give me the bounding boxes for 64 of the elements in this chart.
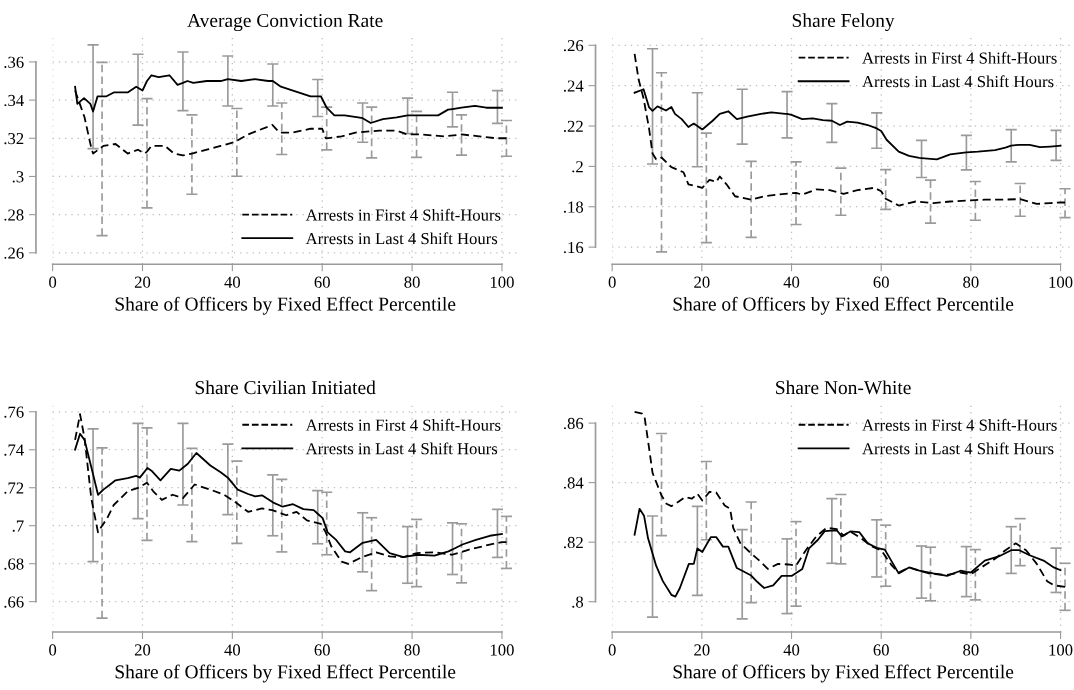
x-tick-label: 20 [694, 644, 710, 656]
y-tick-label: .8 [572, 596, 584, 608]
y-tick-label: .18 [563, 201, 584, 213]
y-tick-label: .36 [4, 56, 24, 68]
legend-label: Arrests in First 4 Shift-Hours [305, 208, 501, 221]
x-tick-label: 20 [134, 644, 151, 656]
chart-title: Share Felony [792, 13, 895, 32]
line-series [633, 53, 1066, 207]
x-tick-label: 60 [314, 276, 330, 288]
legend-label: Arrests in Last 4 Shift Hours [305, 232, 498, 245]
y-tick-label: .76 [4, 406, 24, 418]
x-tick-label: 60 [873, 276, 889, 288]
y-tick-label: .74 [4, 444, 24, 456]
y-tick-label: .28 [4, 209, 24, 221]
line-series [74, 413, 508, 565]
x-tick-label: 20 [134, 276, 151, 288]
y-tick-label: .68 [4, 558, 24, 570]
y-tick-label: .84 [563, 477, 584, 489]
x-tick-label: 0 [608, 276, 616, 288]
x-tick-label: 40 [783, 644, 800, 656]
x-tick-label: 80 [963, 644, 979, 656]
chart-title: Average Conviction Rate [187, 13, 383, 32]
y-tick-label: .22 [563, 120, 583, 133]
x-tick-label: 100 [490, 644, 514, 656]
x-axis-title: Share of Officers by Fixed Effect Percentile [115, 296, 456, 315]
y-tick-label: .86 [563, 417, 584, 430]
y-tick-label: .82 [563, 536, 583, 549]
x-tick-label: 100 [1049, 276, 1073, 288]
x-tick-label: 20 [694, 276, 710, 288]
legend-label: Arrests in First 4 Shift-Hours [305, 418, 501, 431]
x-tick-label: 100 [1049, 644, 1073, 656]
x-tick-label: 0 [49, 644, 57, 656]
chart-title: Share Civilian Initiated [195, 380, 376, 395]
x-axis-title: Share of Officers by Fixed Effect Percentile [673, 664, 1014, 683]
x-tick-label: 60 [873, 644, 889, 656]
x-tick-label: 40 [224, 644, 241, 656]
x-tick-label: 40 [783, 276, 800, 288]
y-tick-label: .26 [563, 40, 584, 52]
x-axis-title: Share of Officers by Fixed Effect Percentile [673, 296, 1014, 315]
y-tick-label: .72 [4, 482, 24, 494]
x-tick-label: 60 [314, 644, 330, 656]
y-tick-label: .34 [4, 94, 24, 107]
legend-label: Arrests in Last 4 Shift Hours [862, 442, 1054, 455]
x-tick-label: 0 [49, 276, 57, 288]
x-tick-label: 100 [490, 276, 514, 288]
x-axis-title: Share of Officers by Fixed Effect Percentile [115, 664, 456, 683]
y-tick-label: .2 [572, 161, 583, 173]
x-tick-label: 0 [608, 644, 616, 656]
legend-label: Arrests in First 4 Shift-Hours [862, 418, 1057, 431]
y-tick-label: .16 [563, 241, 584, 254]
y-tick-label: .32 [4, 133, 24, 145]
legend-label: Arrests in Last 4 Shift Hours [862, 75, 1054, 88]
y-tick-label: .3 [12, 171, 24, 183]
x-tick-label: 40 [224, 276, 241, 288]
y-tick-label: .66 [4, 596, 24, 608]
legend-label: Arrests in Last 4 Shift Hours [305, 442, 498, 455]
x-tick-label: 80 [963, 276, 979, 288]
y-tick-label: .26 [4, 247, 24, 259]
y-tick-label: .24 [563, 80, 584, 92]
chart-title: Share Non-White [776, 380, 911, 395]
x-tick-label: 80 [404, 644, 420, 656]
x-tick-label: 80 [404, 276, 420, 288]
y-tick-label: .7 [12, 520, 24, 532]
legend-label: Arrests in First 4 Shift-Hours [862, 51, 1057, 64]
